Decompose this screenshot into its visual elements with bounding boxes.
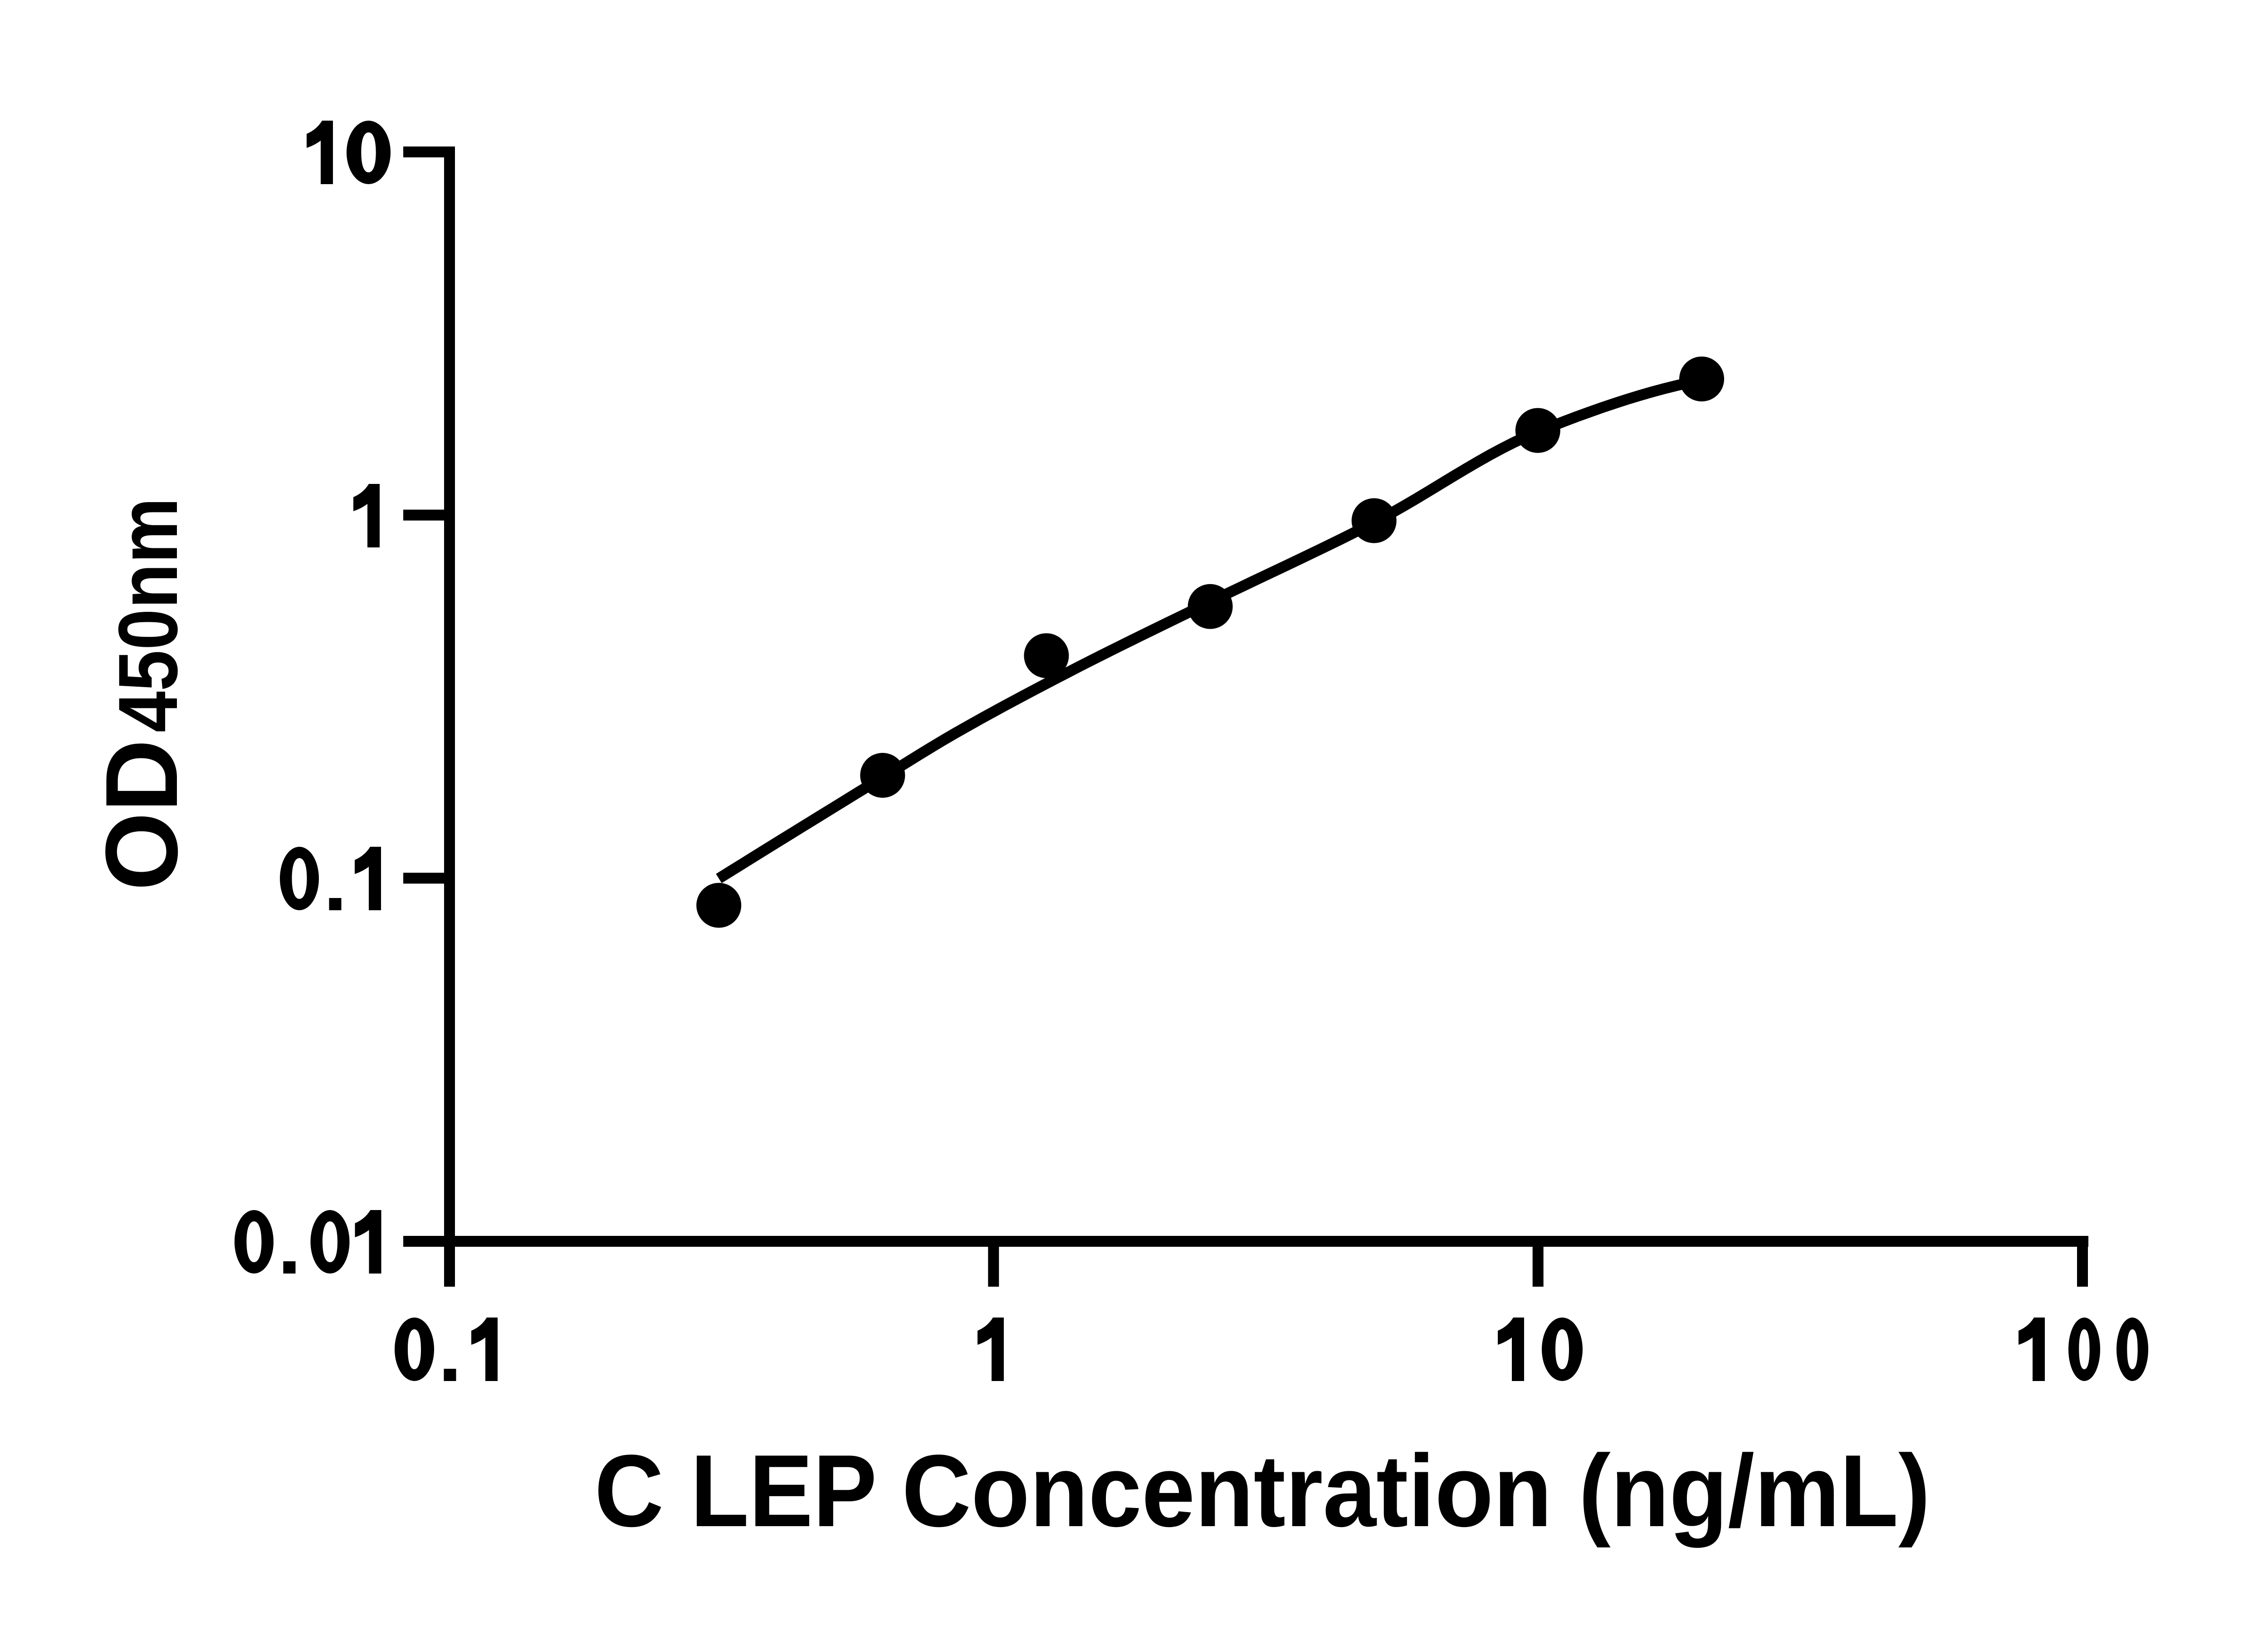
svg-text:450nm: 450nm xyxy=(102,498,195,732)
svg-text:OD: OD xyxy=(84,739,199,891)
svg-text:C LEP Concentration (ng/mL): C LEP Concentration (ng/mL) xyxy=(595,1433,1931,1548)
